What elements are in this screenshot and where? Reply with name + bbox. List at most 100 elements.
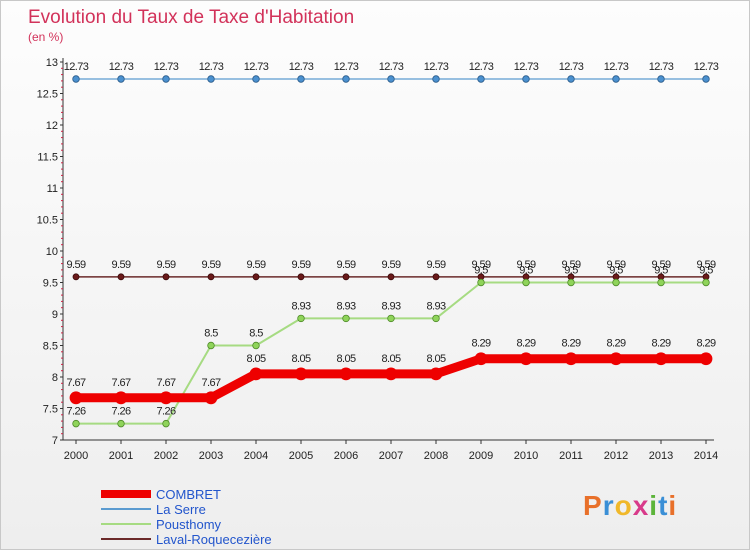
logo-letter: i xyxy=(649,490,659,521)
y-tick-label: 8.5 xyxy=(43,341,58,353)
data-label-pousthomy: 8.93 xyxy=(426,300,445,312)
data-label-laval-roquecezi-re: 9.59 xyxy=(471,259,490,271)
logo-letter: t xyxy=(658,490,669,521)
data-point-combret xyxy=(204,391,218,405)
data-label-combret: 8.05 xyxy=(426,353,445,365)
data-point-combret xyxy=(249,367,263,381)
x-tick-label: 2007 xyxy=(379,450,403,462)
data-point-la-serre xyxy=(387,75,395,83)
data-label-combret: 7.67 xyxy=(66,377,85,389)
x-tick-label: 2000 xyxy=(64,450,88,462)
proxiti-logo: Proxiti xyxy=(583,490,677,522)
data-point-pousthomy xyxy=(477,278,485,287)
data-point-la-serre xyxy=(612,75,620,83)
data-point-combret xyxy=(519,352,533,366)
legend-label-laval-roquecezi-re: Laval-Roquecezière xyxy=(156,532,272,547)
data-point-combret xyxy=(384,367,398,381)
data-label-combret: 7.67 xyxy=(201,377,220,389)
data-label-la-serre: 12.73 xyxy=(694,61,719,73)
y-tick-label: 12.5 xyxy=(37,89,58,101)
data-point-la-serre xyxy=(297,75,305,83)
data-point-combret xyxy=(699,352,713,366)
x-tick-label: 2009 xyxy=(469,450,493,462)
y-axis-unit: (en %) xyxy=(28,30,64,44)
x-tick-label: 2008 xyxy=(424,450,448,462)
data-label-laval-roquecezi-re: 9.59 xyxy=(336,259,355,271)
x-tick-label: 2014 xyxy=(694,450,718,462)
logo-letter: P xyxy=(583,490,603,521)
series-combret: 7.67 7.67 7.67 7.67 8.05 8.05 8.05 8.05 8.05 8.29… xyxy=(66,338,717,405)
data-label-combret: 8.29 xyxy=(516,338,535,350)
data-label-combret: 8.29 xyxy=(696,338,715,350)
series-pousthomy: 7.26 7.26 7.26 8.5 8.5 8.93 8.93 8.93 8.93 9.5 9.5… xyxy=(66,265,714,428)
data-label-pousthomy: 7.26 xyxy=(111,406,130,418)
data-point-la-serre xyxy=(117,75,125,83)
data-point-laval-roquecezi-re xyxy=(387,273,395,281)
data-point-laval-roquecezi-re xyxy=(72,273,80,281)
data-label-combret: 8.05 xyxy=(336,353,355,365)
data-label-combret: 8.05 xyxy=(381,353,400,365)
legend-label-la-serre: La Serre xyxy=(156,502,206,517)
data-point-laval-roquecezi-re xyxy=(162,273,170,281)
data-label-laval-roquecezi-re: 9.59 xyxy=(111,259,130,271)
y-tick-label: 10.5 xyxy=(37,215,58,227)
data-label-laval-roquecezi-re: 9.59 xyxy=(696,259,715,271)
x-tick-label: 2002 xyxy=(154,450,178,462)
data-label-laval-roquecezi-re: 9.59 xyxy=(426,259,445,271)
data-label-la-serre: 12.73 xyxy=(244,61,269,73)
data-point-laval-roquecezi-re xyxy=(342,273,350,281)
data-label-pousthomy: 8.5 xyxy=(249,328,263,340)
data-label-pousthomy: 8.5 xyxy=(204,328,218,340)
data-label-laval-roquecezi-re: 9.59 xyxy=(561,259,580,271)
y-tick-label: 7.5 xyxy=(43,404,58,416)
data-label-pousthomy: 8.93 xyxy=(336,300,355,312)
data-label-la-serre: 12.73 xyxy=(604,61,629,73)
series-la-serre: 12.73 12.73 12.73 12.73 12.73 12.73 12.73 12.73… xyxy=(64,61,719,83)
data-point-pousthomy xyxy=(207,341,215,350)
x-tick-label: 2011 xyxy=(559,450,583,462)
legend-label-combret: COMBRET xyxy=(156,487,221,502)
data-point-combret xyxy=(114,391,128,405)
data-point-combret xyxy=(564,352,578,366)
logo-letter: o xyxy=(614,490,633,521)
data-point-la-serre xyxy=(342,75,350,83)
x-tick-label: 2013 xyxy=(649,450,673,462)
data-label-pousthomy: 9.5 xyxy=(474,265,488,277)
data-label-combret: 8.05 xyxy=(291,353,310,365)
data-label-la-serre: 12.73 xyxy=(514,61,539,73)
data-point-la-serre xyxy=(477,75,485,83)
data-label-pousthomy: 7.26 xyxy=(156,406,175,418)
legend-label-pousthomy: Pousthomy xyxy=(156,517,222,532)
data-label-laval-roquecezi-re: 9.59 xyxy=(516,259,535,271)
axes: 7 7.5 8 8.5 9 9.5 10 10.5 11 11.5 12 12.5 13 2000 2001… xyxy=(37,57,719,462)
data-point-pousthomy xyxy=(297,314,305,323)
x-tick-label: 2003 xyxy=(199,450,223,462)
data-point-pousthomy xyxy=(612,278,620,287)
data-label-la-serre: 12.73 xyxy=(424,61,449,73)
x-tick-label: 2012 xyxy=(604,450,628,462)
x-tick-label: 2001 xyxy=(109,450,133,462)
data-point-pousthomy xyxy=(72,419,80,428)
y-tick-label: 12 xyxy=(46,120,58,132)
plot-area: 12.73 12.73 12.73 12.73 12.73 12.73 12.73 12.73… xyxy=(64,61,719,428)
data-label-combret: 8.29 xyxy=(606,338,625,350)
data-point-combret xyxy=(654,352,668,366)
data-point-pousthomy xyxy=(657,278,665,287)
data-label-pousthomy: 9.5 xyxy=(519,265,533,277)
data-label-combret: 8.05 xyxy=(246,353,265,365)
y-tick-label: 9.5 xyxy=(43,278,58,290)
y-tick-label: 9 xyxy=(52,309,58,321)
data-label-pousthomy: 9.5 xyxy=(699,265,713,277)
data-point-la-serre xyxy=(657,75,665,83)
data-label-pousthomy: 8.93 xyxy=(381,300,400,312)
chart-title: Evolution du Taux de Taxe d'Habitation xyxy=(28,7,355,28)
data-point-combret xyxy=(474,352,488,366)
x-tick-label: 2010 xyxy=(514,450,538,462)
data-point-la-serre xyxy=(207,75,215,83)
data-point-la-serre xyxy=(252,75,260,83)
data-label-la-serre: 12.73 xyxy=(109,61,134,73)
data-label-laval-roquecezi-re: 9.59 xyxy=(606,259,625,271)
data-label-laval-roquecezi-re: 9.59 xyxy=(651,259,670,271)
y-tick-label: 7 xyxy=(52,435,58,447)
